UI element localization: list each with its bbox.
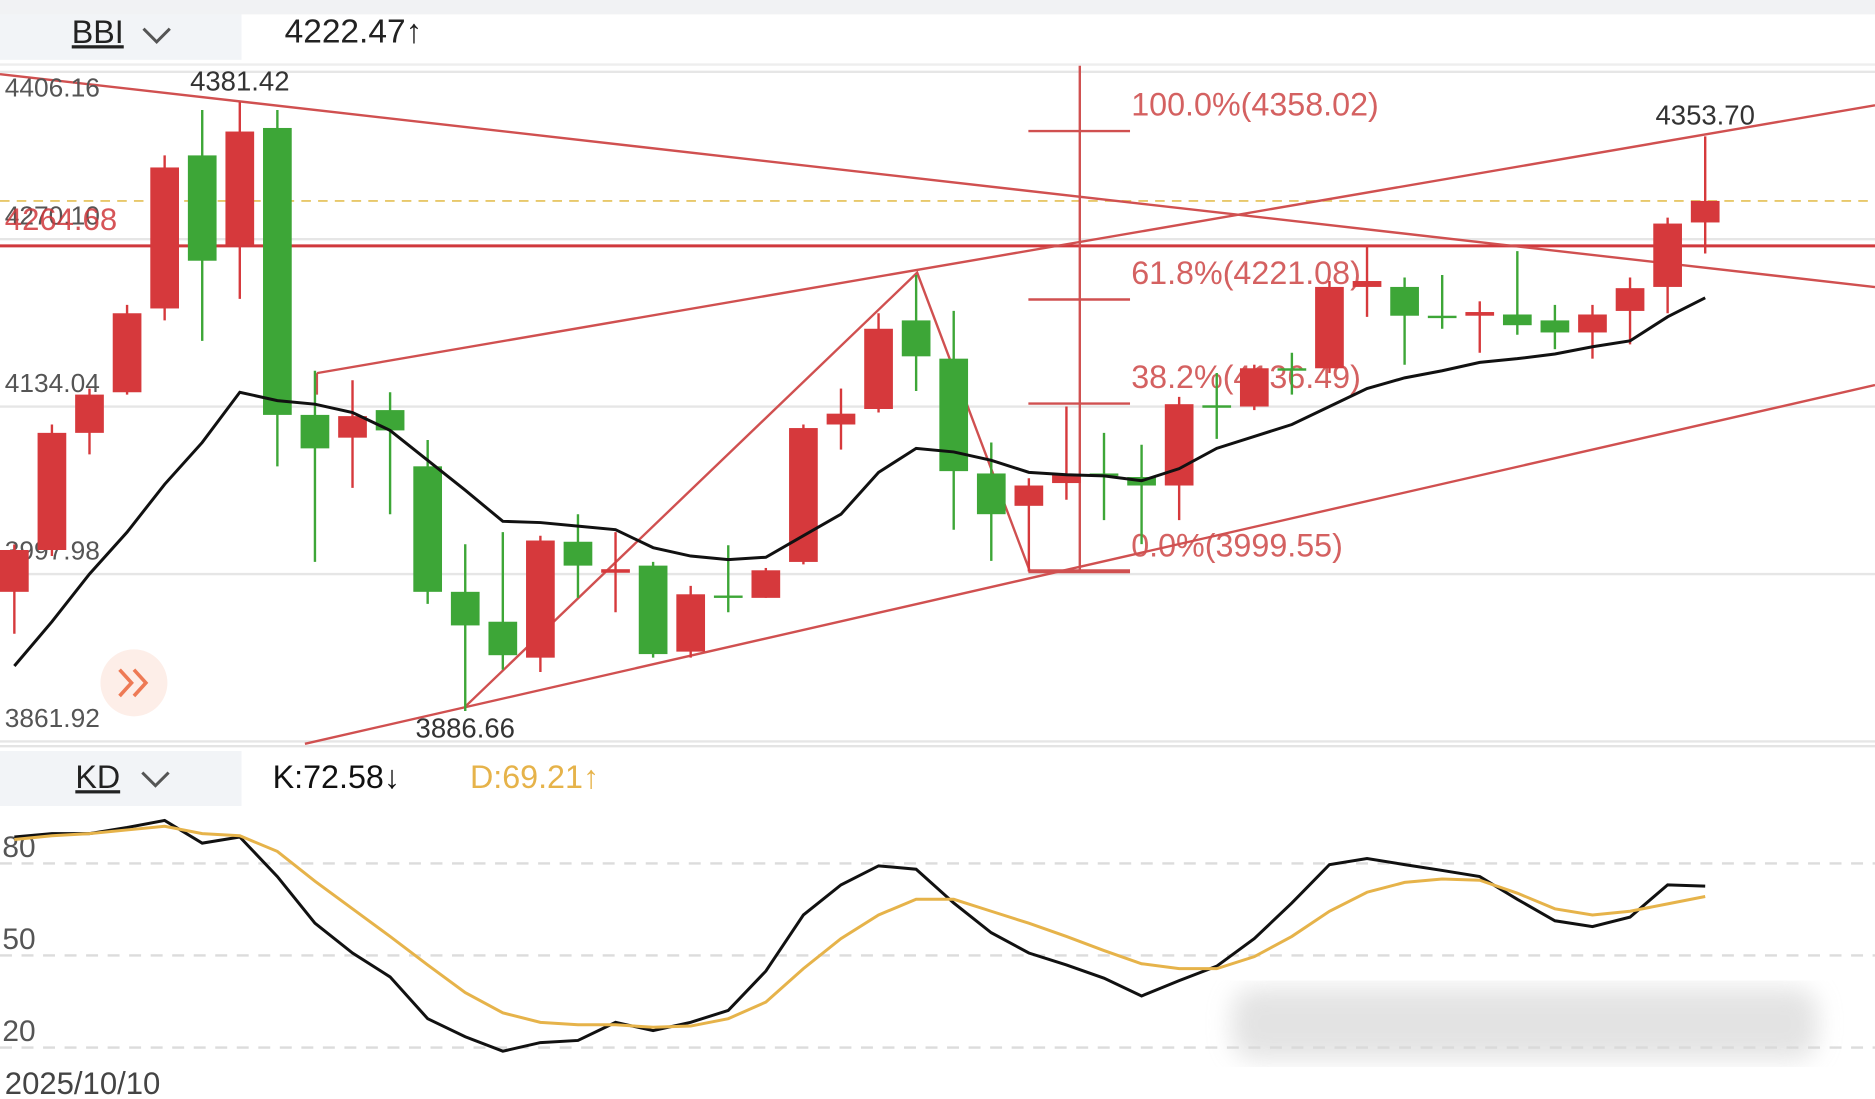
y-tick-label: 3861.92 xyxy=(5,703,100,733)
y-tick-label: 4270.10 xyxy=(5,201,100,231)
candle-body xyxy=(1653,223,1682,287)
indicator-selector[interactable] xyxy=(0,14,242,60)
candle-body xyxy=(150,167,179,309)
candle-body xyxy=(638,565,668,655)
candle-body xyxy=(75,394,104,433)
dropdown-chevron[interactable] xyxy=(142,27,171,45)
expand-icon[interactable] xyxy=(118,668,134,698)
fib-label: 100.0%(4358.02) xyxy=(1131,87,1379,123)
y-tick-label: 20 xyxy=(2,1015,35,1048)
y-tick-label: 4134.04 xyxy=(5,368,100,398)
candle-body xyxy=(1390,286,1419,316)
indicator-selector[interactable] xyxy=(0,750,242,806)
candle-body xyxy=(526,540,555,658)
trend-line xyxy=(316,104,1875,375)
candle-body xyxy=(1502,314,1532,326)
candle-body xyxy=(187,155,217,261)
candle-body xyxy=(751,570,781,598)
candle-body xyxy=(450,591,480,626)
candle-body xyxy=(1690,200,1720,223)
candle-body xyxy=(1052,474,1081,484)
trend-tools xyxy=(0,65,1875,745)
indicator-readout: D:69.21↑ xyxy=(470,759,599,795)
candle-body xyxy=(1202,405,1232,408)
candle-body xyxy=(300,414,330,449)
expand-icon[interactable] xyxy=(132,668,149,698)
candle-body xyxy=(826,413,856,425)
horizontal-line-label: 4264.68 xyxy=(5,202,117,237)
price-annotation: 4381.42 xyxy=(190,65,289,96)
kd-line xyxy=(14,818,1706,1053)
candle-body xyxy=(1465,312,1495,316)
indicator-readout: 4222.47↑ xyxy=(285,13,423,50)
candle-body xyxy=(864,328,893,409)
candle-body xyxy=(488,621,518,656)
price-annotation: 3886.66 xyxy=(416,712,515,743)
candle-body xyxy=(976,473,1006,515)
candle-body xyxy=(601,569,630,573)
candle-body xyxy=(338,416,367,438)
trend-line xyxy=(0,72,1875,289)
top-strip xyxy=(0,0,1875,15)
fib-label: 61.8%(4221.08) xyxy=(1131,255,1361,291)
indicator-readout: K:72.58↓ xyxy=(273,759,400,795)
kd-line xyxy=(14,824,1706,1029)
candle-body xyxy=(1578,314,1607,333)
candle-body xyxy=(263,127,292,415)
candle-body xyxy=(1239,368,1269,407)
candle-body xyxy=(375,410,405,431)
bbi-line xyxy=(13,296,1706,667)
indicator-name[interactable]: BBI xyxy=(72,14,124,50)
candle-body xyxy=(0,549,29,592)
trend-line xyxy=(304,383,1875,745)
candle-body xyxy=(112,313,142,393)
fib-label: 0.0%(3999.55) xyxy=(1131,528,1343,564)
candle-body xyxy=(1315,286,1344,369)
candle-body xyxy=(1615,288,1645,311)
dropdown-chevron[interactable] xyxy=(141,771,170,788)
candle-body xyxy=(1540,320,1570,333)
y-tick-label: 50 xyxy=(2,923,35,956)
y-tick-label: 4406.16 xyxy=(5,73,100,103)
candle-body xyxy=(713,595,743,598)
candle-body xyxy=(563,541,593,566)
price-annotation: 4353.70 xyxy=(1655,99,1754,130)
indicator-name[interactable]: KD xyxy=(75,759,120,795)
candle-body xyxy=(676,594,706,652)
marks-layer: 3861.923997.984134.044270.104406.164264.… xyxy=(0,65,1755,1099)
candle-body xyxy=(225,131,255,246)
candle-body xyxy=(1014,485,1044,506)
candle-body xyxy=(1277,368,1307,371)
candle-body xyxy=(1427,315,1457,319)
candle-body xyxy=(901,320,931,357)
candle-body xyxy=(1352,281,1382,287)
candle-body xyxy=(413,466,443,592)
date-label: 2025/10/10 xyxy=(5,1066,161,1099)
blurred-watermark xyxy=(1231,987,1818,1060)
candle-body xyxy=(37,432,67,550)
